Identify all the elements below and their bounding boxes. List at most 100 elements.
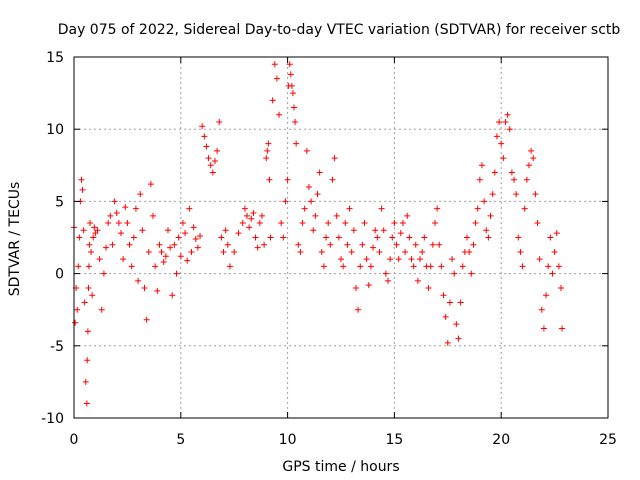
data-point bbox=[82, 378, 89, 385]
data-points bbox=[71, 61, 566, 407]
data-point bbox=[457, 299, 464, 306]
data-point bbox=[434, 205, 441, 212]
data-point bbox=[78, 176, 85, 183]
data-point bbox=[256, 220, 263, 227]
data-point bbox=[288, 82, 295, 89]
chart-title: Day 075 of 2022, Sidereal Day-to-day VTE… bbox=[58, 22, 621, 38]
data-point bbox=[164, 227, 171, 234]
data-point bbox=[79, 186, 86, 193]
data-point bbox=[190, 224, 197, 231]
data-point bbox=[404, 212, 411, 219]
data-point bbox=[214, 147, 221, 154]
data-point bbox=[485, 234, 492, 241]
data-point bbox=[320, 263, 327, 270]
data-point bbox=[393, 241, 400, 248]
data-point bbox=[90, 234, 97, 241]
data-point bbox=[376, 248, 383, 255]
data-point bbox=[128, 263, 135, 270]
data-point bbox=[182, 230, 189, 237]
data-point bbox=[143, 316, 150, 323]
data-point bbox=[540, 325, 547, 332]
data-point bbox=[278, 220, 285, 227]
data-point bbox=[502, 118, 509, 125]
data-point bbox=[365, 282, 372, 289]
data-point bbox=[177, 253, 184, 260]
data-point bbox=[75, 263, 82, 270]
data-point bbox=[431, 220, 438, 227]
data-point bbox=[446, 299, 453, 306]
data-point bbox=[81, 299, 88, 306]
data-point bbox=[483, 227, 490, 234]
data-point bbox=[417, 256, 424, 263]
x-tick-label: 0 bbox=[70, 432, 79, 448]
data-point bbox=[248, 215, 255, 222]
data-point bbox=[103, 244, 110, 251]
data-point bbox=[464, 234, 471, 241]
data-point bbox=[327, 241, 334, 248]
data-point bbox=[553, 230, 560, 237]
y-tick-label: -10 bbox=[41, 411, 64, 427]
data-point bbox=[98, 306, 105, 313]
x-tick-label: 25 bbox=[599, 432, 617, 448]
data-point bbox=[76, 234, 83, 241]
data-point bbox=[117, 230, 124, 237]
data-point bbox=[235, 230, 242, 237]
data-point bbox=[91, 224, 98, 231]
data-point bbox=[254, 244, 261, 251]
data-point bbox=[222, 227, 229, 234]
data-point bbox=[333, 212, 340, 219]
data-point bbox=[440, 292, 447, 299]
data-point bbox=[203, 143, 210, 150]
data-point bbox=[271, 61, 278, 68]
data-point bbox=[141, 285, 148, 292]
data-point bbox=[344, 241, 351, 248]
data-point bbox=[391, 220, 398, 227]
x-tick-label: 10 bbox=[279, 432, 297, 448]
data-point bbox=[303, 147, 310, 154]
data-point bbox=[267, 234, 274, 241]
data-point bbox=[220, 248, 227, 255]
data-point bbox=[120, 256, 127, 263]
data-point bbox=[299, 220, 306, 227]
data-point bbox=[425, 285, 432, 292]
data-point bbox=[372, 227, 379, 234]
data-point bbox=[538, 306, 545, 313]
data-point bbox=[87, 220, 94, 227]
data-point bbox=[352, 285, 359, 292]
data-point bbox=[88, 248, 95, 255]
x-tick-label: 5 bbox=[176, 432, 185, 448]
data-point bbox=[80, 227, 87, 234]
data-point bbox=[451, 270, 458, 277]
data-point bbox=[543, 292, 550, 299]
data-point bbox=[389, 234, 396, 241]
data-point bbox=[559, 325, 566, 332]
data-point bbox=[498, 140, 505, 147]
data-point bbox=[515, 234, 522, 241]
data-point bbox=[310, 227, 317, 234]
data-point bbox=[318, 248, 325, 255]
data-point bbox=[455, 335, 462, 342]
data-point bbox=[476, 176, 483, 183]
data-point bbox=[419, 248, 426, 255]
data-point bbox=[305, 183, 312, 190]
data-point bbox=[111, 198, 118, 205]
data-point bbox=[72, 319, 79, 326]
data-point bbox=[152, 263, 159, 270]
data-point bbox=[194, 244, 201, 251]
data-point bbox=[74, 306, 81, 313]
data-point bbox=[399, 220, 406, 227]
y-tick-labels: -10 -5 0 5 10 15 bbox=[41, 50, 64, 427]
data-point bbox=[361, 220, 368, 227]
data-point bbox=[156, 241, 163, 248]
data-point bbox=[350, 227, 357, 234]
data-point bbox=[367, 263, 374, 270]
data-point bbox=[487, 212, 494, 219]
data-point bbox=[545, 263, 552, 270]
data-point bbox=[468, 270, 475, 277]
data-point bbox=[126, 241, 133, 248]
data-point bbox=[534, 220, 541, 227]
data-point bbox=[481, 198, 488, 205]
data-point bbox=[374, 234, 381, 241]
data-point bbox=[137, 191, 144, 198]
data-point bbox=[338, 256, 344, 263]
